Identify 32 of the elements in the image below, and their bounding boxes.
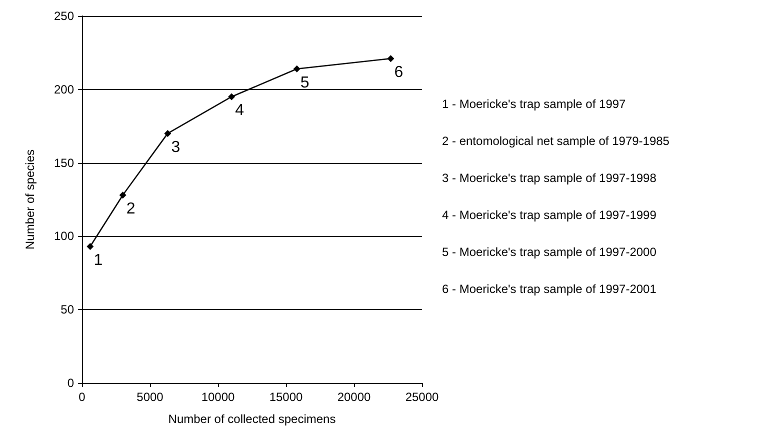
- annotation: 1: [94, 252, 103, 269]
- text: 5 - Moericke's trap sample of 1997-2000: [442, 245, 657, 259]
- y-tick-label: 200: [54, 82, 74, 96]
- point: [164, 130, 172, 137]
- y-tick-label: 150: [54, 156, 74, 170]
- x-tick-label: 25000: [405, 390, 440, 404]
- y-tick-label: 250: [54, 9, 74, 23]
- text: 6 - Moericke's trap sample of 1997-2001: [442, 282, 657, 296]
- x-tick-label: 0: [78, 390, 86, 404]
- x-tick-label: 15000: [269, 390, 304, 404]
- x-tick-label: 5000: [136, 390, 164, 404]
- annotation: 4: [235, 102, 244, 120]
- point: [228, 93, 236, 100]
- x-tick-label: 10000: [201, 390, 236, 404]
- point: [119, 192, 126, 199]
- y-tick-label: 100: [54, 229, 74, 244]
- text: 2 - entomological net sample of 1979-1985: [442, 134, 670, 148]
- x-tick-label: 20000: [337, 390, 372, 404]
- annotation: 3: [171, 138, 180, 156]
- annotation: 2: [126, 200, 136, 218]
- text: 1 - Moericke's trap sample of 1997: [442, 97, 626, 111]
- y-axis-title: Number of species: [23, 149, 37, 250]
- annotation: 6: [394, 64, 404, 82]
- y-tick-label: 0: [67, 376, 74, 390]
- text: 4 - Moericke's trap sample of 1997-1999: [442, 208, 657, 222]
- point: [293, 65, 300, 72]
- text: 3 - Moericke's trap sample of 1997-1998: [442, 171, 657, 185]
- y-tick-label: 50: [60, 302, 74, 317]
- x-axis-title: Number of collected specimens: [168, 412, 336, 426]
- annotation: 5: [300, 74, 310, 92]
- point: [86, 242, 94, 250]
- point: [387, 55, 394, 62]
